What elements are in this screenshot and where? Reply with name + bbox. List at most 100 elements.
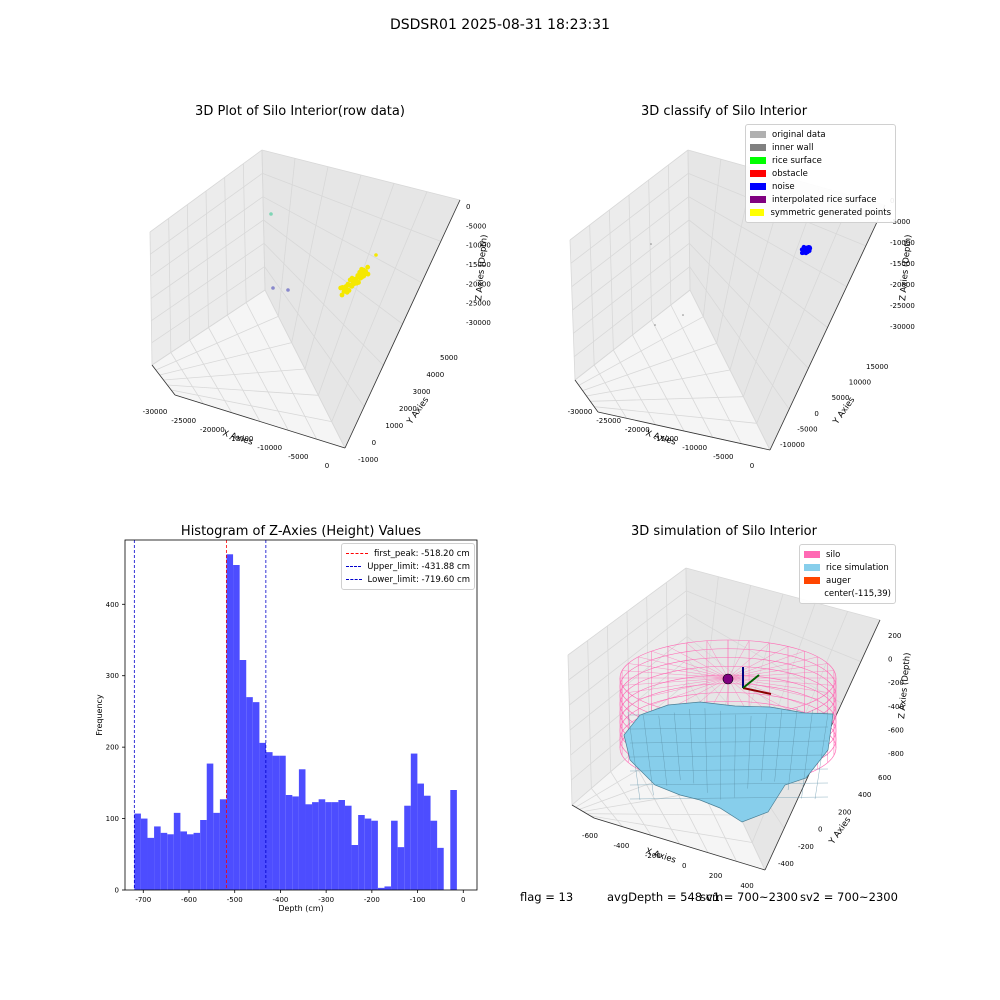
y-tick-label: 15000 xyxy=(866,363,888,371)
floor-pane xyxy=(152,290,345,448)
y-tick-label: -200 xyxy=(798,843,814,851)
x-axis-label: X Axies xyxy=(644,846,677,865)
histogram-bar xyxy=(344,805,352,890)
grid-line xyxy=(261,149,266,291)
rice-mesh xyxy=(673,712,681,781)
x-tick-label: 0 xyxy=(682,862,686,870)
y-axis-label: Frequency xyxy=(95,694,104,736)
histogram-bar xyxy=(213,812,220,890)
histogram-bar xyxy=(410,753,418,890)
silo-spoke xyxy=(727,642,770,679)
histogram-bar xyxy=(265,752,273,890)
histogram-bar xyxy=(338,800,345,890)
z-tick-label: -15000 xyxy=(890,260,915,268)
silo-spoke xyxy=(727,646,789,679)
histogram-bar xyxy=(233,565,240,890)
legend-label: auger xyxy=(826,575,851,586)
legend-label: rice surface xyxy=(772,155,822,166)
grid-line xyxy=(687,149,691,291)
histogram-bar xyxy=(219,799,227,890)
legend-label: Lower_limit: -719.60 cm xyxy=(367,574,470,585)
grid-line xyxy=(569,149,689,241)
legend-item: center(-115,39) xyxy=(804,587,891,600)
x-tick-label: 400 xyxy=(740,882,753,890)
legend-item: interpolated rice surface xyxy=(750,193,891,206)
x-tick-label: -30000 xyxy=(568,408,593,416)
grid-line xyxy=(685,567,689,706)
legend-line xyxy=(346,579,362,580)
yellow-point xyxy=(355,274,361,280)
axis-arrow-y xyxy=(742,674,760,689)
noise-point xyxy=(682,314,684,316)
legend-label: Upper_limit: -431.88 cm xyxy=(367,561,470,572)
silo-spoke xyxy=(667,646,729,679)
silo-spoke xyxy=(638,677,729,700)
x-tick-label: 0 xyxy=(750,462,754,470)
y-axis-label: Y Axies xyxy=(827,815,854,847)
histogram-bar xyxy=(430,820,438,890)
grid-line xyxy=(150,173,263,255)
x-tick-label: -600 xyxy=(582,832,598,840)
yellow-point xyxy=(343,286,349,292)
y-tick-label: 200 xyxy=(838,808,851,816)
histogram-bar xyxy=(364,818,372,890)
z-tick-label: -30000 xyxy=(890,323,915,331)
right-pane xyxy=(262,150,460,448)
y-tick-label: 200 xyxy=(106,744,119,752)
noise-cluster-point xyxy=(801,244,807,250)
histogram-bar xyxy=(252,702,260,890)
noise-cluster-point xyxy=(805,249,810,255)
grid-line xyxy=(262,172,441,242)
raw-point xyxy=(271,286,275,290)
silo-spoke xyxy=(651,650,729,679)
histogram-bar xyxy=(358,815,365,890)
legend-label: first_peak: -518.20 cm xyxy=(374,548,470,559)
x-tick-label: -10000 xyxy=(682,444,707,452)
left-pane xyxy=(570,150,690,380)
y-tick-label: 600 xyxy=(878,774,891,782)
rice-mesh xyxy=(689,708,695,784)
silo-spoke xyxy=(628,663,729,679)
y-tick-label: 2000 xyxy=(399,405,417,413)
rice-mesh xyxy=(801,709,813,799)
x-tick-label: -500 xyxy=(227,896,243,904)
grid-line xyxy=(567,567,687,656)
legend-label: symmetric generated points xyxy=(770,207,891,218)
x-tick-label: -25000 xyxy=(596,417,621,425)
classify-legend: original data inner wall rice surface obsta… xyxy=(745,124,896,223)
legend-label: original data xyxy=(772,129,826,140)
raw-point xyxy=(286,288,290,292)
x-tick-label: -400 xyxy=(272,896,288,904)
grid-line xyxy=(264,289,346,449)
legend-item: auger xyxy=(804,574,891,587)
legend-label: silo xyxy=(826,549,841,560)
legend-swatch xyxy=(804,590,818,597)
grid-line xyxy=(686,590,861,663)
axis-line xyxy=(571,804,595,819)
y-tick-label: 400 xyxy=(858,791,871,799)
silo-spoke xyxy=(686,642,729,679)
z-tick-label: -20000 xyxy=(466,280,491,288)
z-tick-label: -15000 xyxy=(466,261,491,269)
silo-spoke xyxy=(727,677,789,710)
legend-swatch xyxy=(750,209,765,216)
silo-spoke xyxy=(727,677,828,693)
histogram-bar xyxy=(377,887,385,890)
yellow-point xyxy=(365,271,371,277)
histogram-bar xyxy=(186,834,194,890)
axis-line xyxy=(769,204,886,451)
y-tick-label: 10000 xyxy=(849,379,871,387)
z-tick-label: -5000 xyxy=(466,222,486,230)
right-pane xyxy=(688,150,885,450)
histogram-bar xyxy=(437,847,444,890)
silo-spoke xyxy=(727,670,834,679)
legend-swatch xyxy=(750,170,766,177)
histogram-bar xyxy=(325,802,332,890)
legend-item: obstacle xyxy=(750,167,891,180)
figure-title: DSDSR01 2025-08-31 18:23:31 xyxy=(389,17,610,33)
legend-swatch xyxy=(750,157,766,164)
y-tick-label: 5000 xyxy=(440,354,458,362)
histogram-bar xyxy=(279,755,286,890)
rice-mesh xyxy=(629,740,829,744)
